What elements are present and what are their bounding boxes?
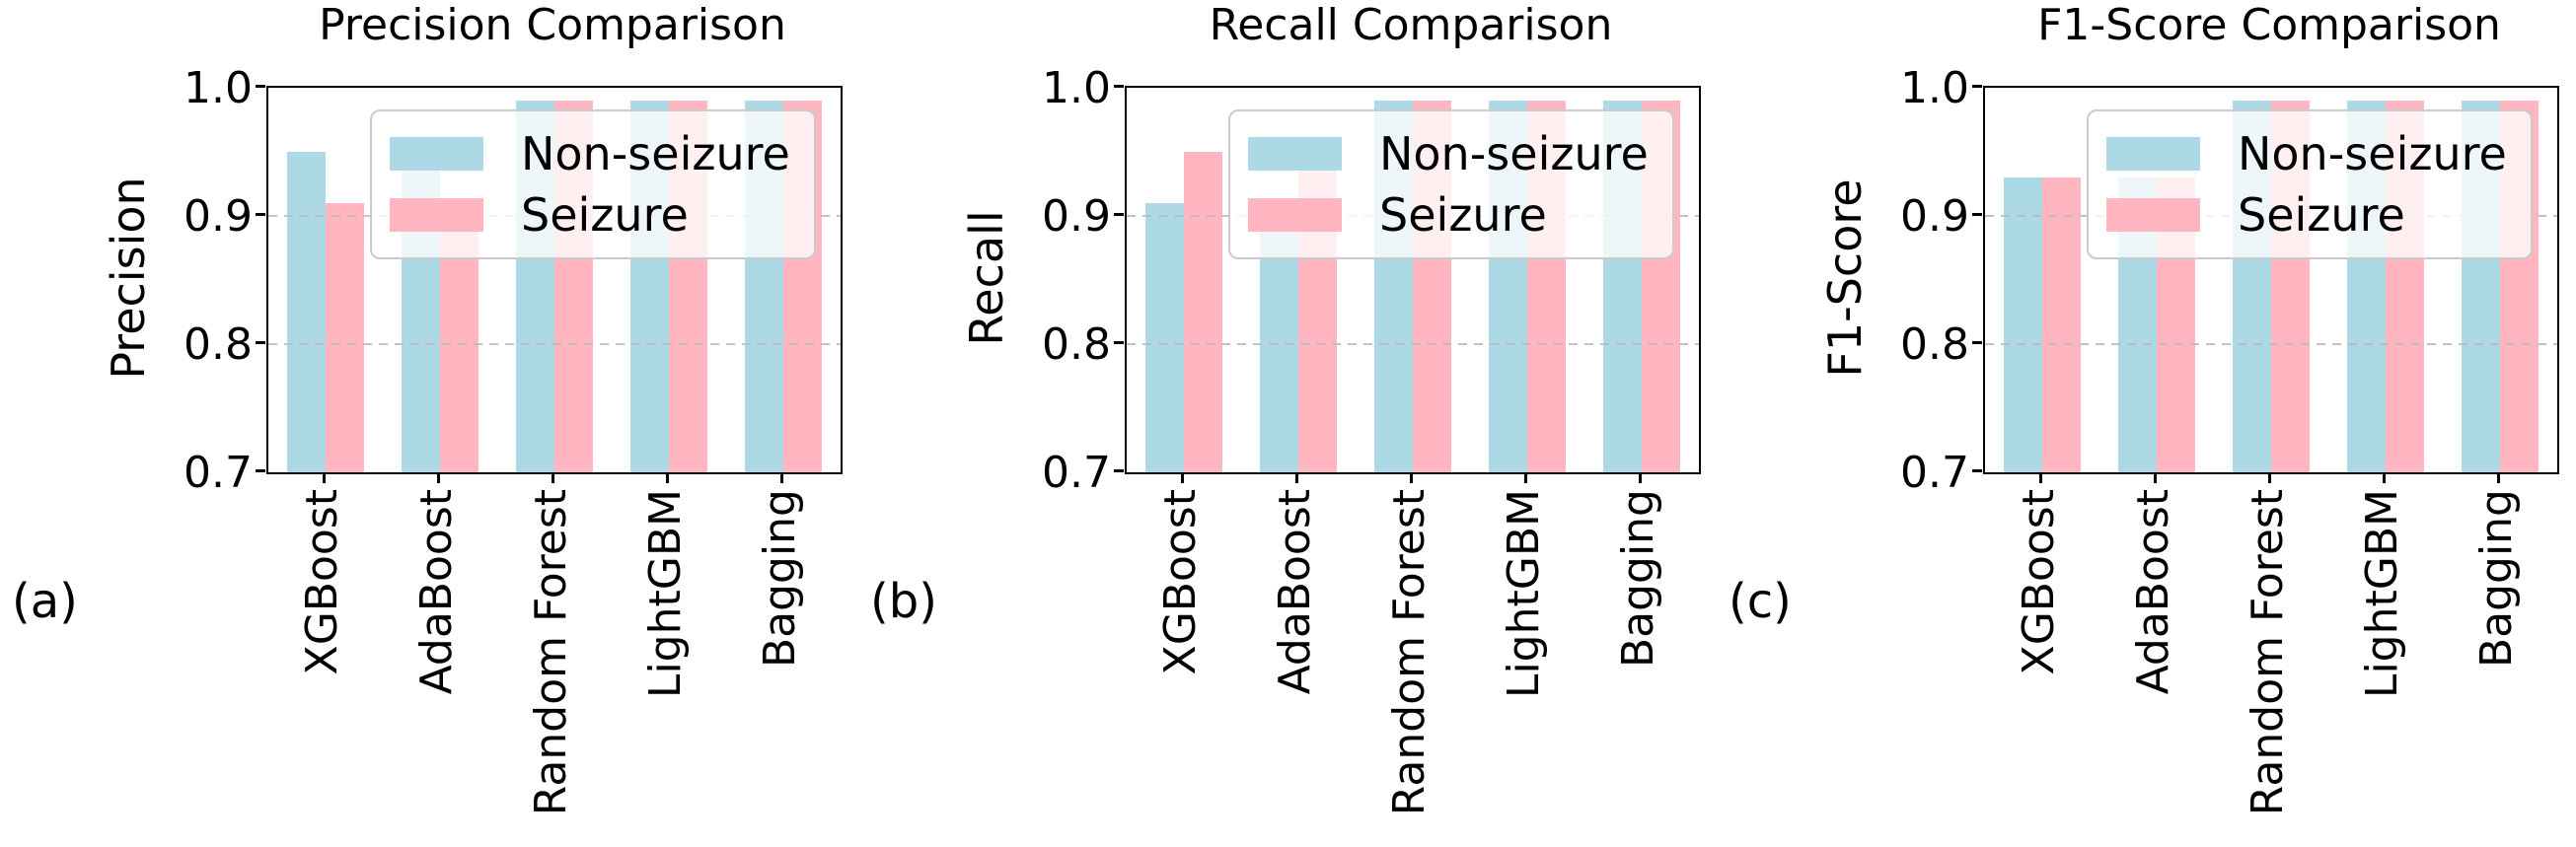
xtick-mark <box>2382 474 2386 483</box>
ytick-mark <box>256 341 265 344</box>
legend-swatch-non-seizure <box>390 137 483 171</box>
xtick-label-bagging: Bagging <box>755 489 805 669</box>
legend-item-seizure: Seizure <box>390 192 796 238</box>
ytick-label-1: 1.0 <box>1042 63 1111 113</box>
xtick-mark <box>2038 474 2042 483</box>
xtick-mark <box>2153 474 2157 483</box>
legend-item-non-seizure: Non-seizure <box>390 131 796 176</box>
xtick-label-bagging: Bagging <box>2471 489 2522 669</box>
plot-area: Non-seizure Seizure <box>1983 86 2559 474</box>
legend-label-seizure: Seizure <box>1379 188 1547 242</box>
gridline-0.8 <box>268 343 841 345</box>
ytick-mark <box>1972 85 1982 88</box>
xtick-mark <box>322 474 326 483</box>
gridline-0.8 <box>1127 343 1699 345</box>
ytick-label-0.7: 0.7 <box>1900 448 1969 498</box>
xtick-label-adaboost: AdaBoost <box>1270 489 1320 695</box>
legend-label-non-seizure: Non-seizure <box>2238 127 2507 180</box>
ytick-label-0.9: 0.9 <box>1900 191 1969 242</box>
bar-non-seizure-xgboost <box>287 152 326 472</box>
xtick-mark <box>2267 474 2271 483</box>
xtick-mark <box>665 474 669 483</box>
legend-item-seizure: Seizure <box>2106 192 2513 238</box>
ytick-label-0.9: 0.9 <box>184 191 253 242</box>
panel-label: (b) <box>870 574 937 629</box>
chart-title: Recall Comparison <box>1209 0 1613 50</box>
subplot-precision: Precision Comparison Precision (a) Non-s… <box>0 0 858 847</box>
bar-seizure-xgboost <box>1184 152 1222 472</box>
ytick-mark <box>256 213 265 216</box>
xtick-label-random-forest: Random Forest <box>2243 489 2293 816</box>
bar-non-seizure-xgboost <box>1145 203 1184 472</box>
xtick-label-adaboost: AdaBoost <box>2128 489 2178 695</box>
xtick-label-bagging: Bagging <box>1613 489 1663 669</box>
legend-swatch-seizure <box>2106 198 2200 232</box>
legend-swatch-seizure <box>390 198 483 232</box>
ytick-mark <box>1972 341 1982 344</box>
xtick-mark <box>436 474 440 483</box>
xtick-label-adaboost: AdaBoost <box>411 489 462 695</box>
plot-area: Non-seizure Seizure <box>266 86 843 474</box>
xtick-mark <box>779 474 783 483</box>
legend-item-non-seizure: Non-seizure <box>1248 131 1655 176</box>
xtick-mark <box>1294 474 1298 483</box>
xtick-mark <box>551 474 554 483</box>
legend: Non-seizure Seizure <box>370 109 816 259</box>
legend-label-seizure: Seizure <box>521 188 689 242</box>
legend-swatch-non-seizure <box>2106 137 2200 171</box>
chart-title: Precision Comparison <box>319 0 786 50</box>
xtick-label-lightgbm: LightGBM <box>2357 489 2407 699</box>
legend-swatch-seizure <box>1248 198 1342 232</box>
ytick-label-0.8: 0.8 <box>184 319 253 370</box>
ytick-mark <box>256 469 265 472</box>
legend-swatch-non-seizure <box>1248 137 1342 171</box>
ytick-mark <box>1972 469 1982 472</box>
legend-item-seizure: Seizure <box>1248 192 1655 238</box>
ytick-mark <box>1114 469 1124 472</box>
panel-label: (a) <box>12 574 78 629</box>
ytick-label-0.9: 0.9 <box>1042 191 1111 242</box>
ytick-mark <box>1972 213 1982 216</box>
legend-label-seizure: Seizure <box>2238 188 2405 242</box>
legend-item-non-seizure: Non-seizure <box>2106 131 2513 176</box>
xtick-mark <box>2496 474 2500 483</box>
xtick-label-lightgbm: LightGBM <box>640 489 691 699</box>
xtick-label-random-forest: Random Forest <box>526 489 576 816</box>
gridline-0.8 <box>1985 343 2557 345</box>
bar-non-seizure-xgboost <box>2004 177 2042 472</box>
xtick-mark <box>1638 474 1642 483</box>
xtick-label-random-forest: Random Forest <box>1384 489 1435 816</box>
xtick-label-lightgbm: LightGBM <box>1499 489 1549 699</box>
legend-label-non-seizure: Non-seizure <box>521 127 790 180</box>
xtick-mark <box>1180 474 1184 483</box>
legend: Non-seizure Seizure <box>2087 109 2533 259</box>
ytick-label-1: 1.0 <box>184 63 253 113</box>
bar-seizure-xgboost <box>326 203 364 472</box>
ytick-mark <box>256 85 265 88</box>
subplot-recall: Recall Comparison Recall (b) Non-seizure… <box>858 0 1717 847</box>
plot-area: Non-seizure Seizure <box>1125 86 1701 474</box>
xtick-label-xgboost: XGBoost <box>2014 489 2064 675</box>
ytick-label-0.8: 0.8 <box>1900 319 1969 370</box>
xtick-label-xgboost: XGBoost <box>297 489 347 675</box>
ytick-label-0.8: 0.8 <box>1042 319 1111 370</box>
ytick-mark <box>1114 341 1124 344</box>
ytick-label-1: 1.0 <box>1900 63 1969 113</box>
ytick-mark <box>1114 213 1124 216</box>
ytick-label-0.7: 0.7 <box>184 448 253 498</box>
ytick-mark <box>1114 85 1124 88</box>
chart-title: F1-Score Comparison <box>2037 0 2501 50</box>
legend: Non-seizure Seizure <box>1228 109 1674 259</box>
xtick-mark <box>1523 474 1527 483</box>
subplot-f1-score: F1-Score Comparison F1-Score (c) Non-sei… <box>1717 0 2575 847</box>
xtick-mark <box>1409 474 1413 483</box>
xtick-label-xgboost: XGBoost <box>1155 489 1206 675</box>
legend-label-non-seizure: Non-seizure <box>1379 127 1649 180</box>
ytick-label-0.7: 0.7 <box>1042 448 1111 498</box>
bar-seizure-xgboost <box>2042 177 2081 472</box>
panel-label: (c) <box>1729 574 1792 629</box>
